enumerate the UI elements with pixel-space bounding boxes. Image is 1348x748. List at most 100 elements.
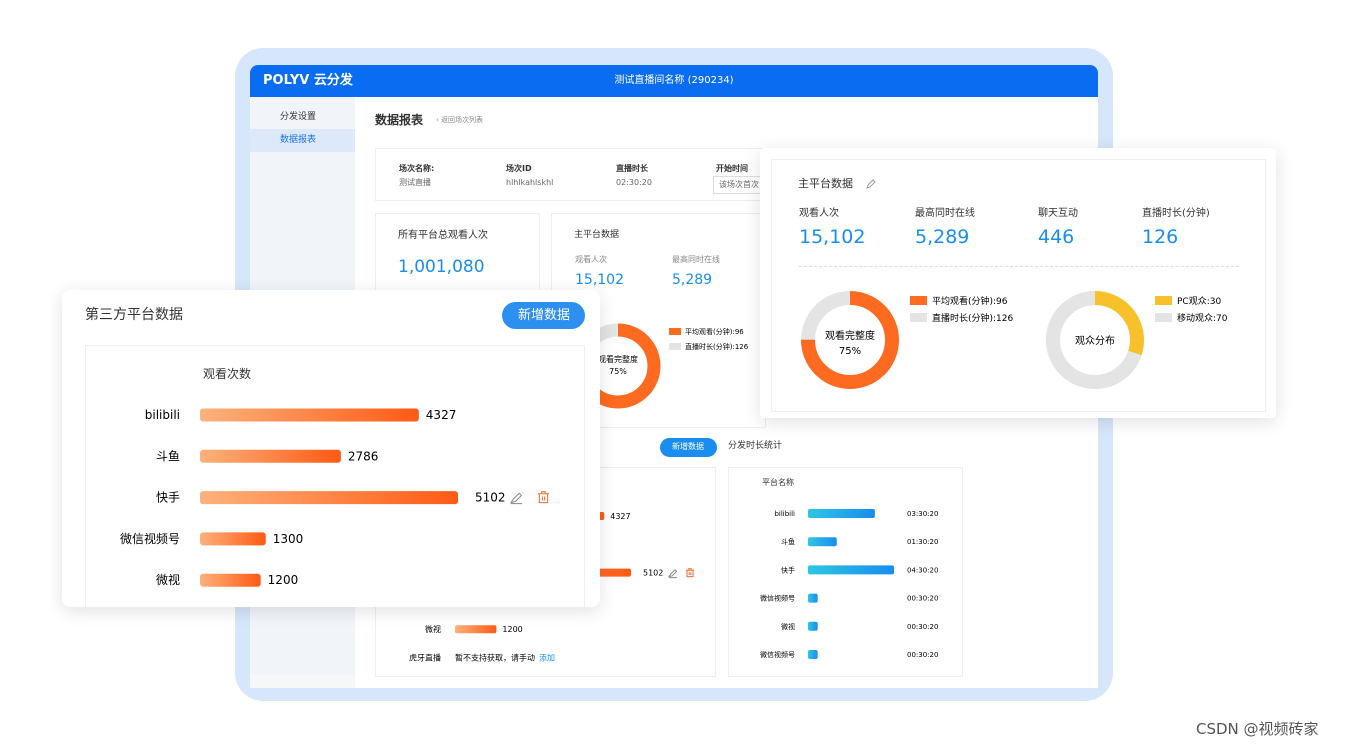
chart-panel [85, 345, 585, 607]
category-label: 微视 [425, 624, 441, 634]
logo: POLYV 云分发 [263, 73, 353, 88]
value-label: 1200 [268, 573, 299, 587]
session-info: 场次名称: 测试直播 场次ID hlhlkahlskhl 直播时长 02:30:20 开始时… [375, 148, 775, 201]
platform-name: 斗鱼 [781, 537, 795, 546]
bar [200, 491, 458, 505]
card-title: 第三方平台数据 [85, 307, 183, 323]
button-label: 新增数据 [672, 442, 704, 451]
donut-label: 观众分布 [1075, 335, 1115, 347]
category-label: 斗鱼 [156, 449, 180, 463]
stat-label: 直播时长(分钟) [1142, 208, 1210, 219]
delete-icon[interactable] [686, 568, 694, 578]
donut-label: 观看完整度 [825, 329, 875, 342]
tab[interactable]: 分发时长统计 [728, 441, 783, 451]
donut-value: 75% [609, 367, 627, 376]
bar [808, 621, 818, 631]
bar [200, 408, 419, 422]
third-party-card: 第三方平台数据 新增数据 观看次数 bilibili 4327 斗鱼 2786 快手 51… [62, 290, 600, 607]
watermark: CSDN @视频砖家 [1196, 720, 1319, 738]
legend-swatch [669, 328, 681, 335]
platform-name: 微视 [781, 622, 795, 631]
value-label: 4327 [426, 408, 457, 422]
legend-text: 直播时长(分钟):126 [685, 342, 749, 351]
field-value: 02:30:20 [616, 178, 652, 187]
legend-swatch [910, 296, 927, 305]
total-label: 所有平台总观看人次 [398, 230, 488, 241]
total-card: 所有平台总观看人次 1,001,080 [375, 213, 540, 295]
value-label: 1300 [273, 532, 304, 546]
donut-label: 观看完整度 [598, 354, 638, 364]
axis-label: 观看次数 [203, 367, 252, 381]
total-value: 1,001,080 [398, 257, 485, 277]
stat-label: 最高同时在线 [672, 255, 720, 264]
field-label: 直播时长 [616, 164, 648, 173]
sidebar-item[interactable]: 分发设置 [280, 112, 317, 122]
add-link[interactable]: 添加 [539, 653, 555, 663]
edit-icon[interactable] [865, 178, 877, 190]
value-label: 1200 [502, 625, 522, 634]
donut-segment [1046, 291, 1144, 389]
button-label: 新增数据 [517, 308, 571, 323]
value-label: 4327 [610, 512, 630, 521]
card-title: 主平台数据 [798, 177, 853, 190]
main-title: 主平台数据 [574, 230, 620, 240]
duration-value: 00:30:20 [907, 595, 938, 603]
category-label: 虎牙直播 [409, 653, 441, 663]
back-link[interactable]: ‹ 返回场次列表 [436, 116, 484, 124]
field-value: hlhlkahlskhl [506, 178, 554, 187]
stat-value: 446 [1038, 226, 1075, 248]
duration-header: 平台名称 [762, 478, 794, 487]
legend-text: 平均观看(分钟):96 [685, 327, 744, 336]
category-label: 快手 [156, 491, 180, 505]
add-button-bg[interactable]: 新增数据 [660, 438, 717, 457]
divider [799, 266, 1239, 267]
bar [455, 625, 497, 634]
sidebar-item[interactable]: 数据报表 [280, 135, 317, 145]
legend-text: 直播时长(分钟):126 [932, 312, 1014, 324]
bar [808, 509, 875, 518]
category-label: bilibili [145, 408, 180, 422]
delete-icon[interactable] [538, 491, 549, 504]
stat-label: 观看人次 [799, 208, 839, 219]
stat-value: 5,289 [672, 272, 713, 288]
donuts: 观看完整度 75% 平均观看(分钟):96 直播时长(分钟):126 观众分布 PC观众:… [801, 291, 1228, 389]
edit-icon[interactable] [509, 492, 523, 505]
duration-value: 00:30:20 [907, 623, 938, 631]
legend-swatch [910, 313, 927, 322]
legend-text: PC观众:30 [1177, 296, 1221, 307]
back-text: 返回场次列表 [441, 116, 484, 124]
sidebar-active [250, 129, 355, 152]
bar [200, 449, 341, 463]
bar [808, 650, 818, 659]
duration-value: 00:30:20 [907, 651, 938, 659]
value-label: 5102 [643, 569, 663, 578]
platform-name: 微信视频号 [760, 650, 795, 659]
stat-value: 15,102 [575, 272, 624, 288]
header-bar: POLYV 云分发 测试直播间名称 (290234) [250, 65, 1098, 97]
stat-value: 5,289 [915, 226, 970, 248]
legend-swatch [1155, 296, 1172, 305]
legend-swatch [1155, 313, 1172, 322]
bar [200, 573, 261, 587]
add-button[interactable]: 新增数据 [502, 302, 585, 329]
category-label: 微信视频号 [120, 531, 180, 546]
bar-chart: bilibili 4327 斗鱼 2786 快手 5102 微信视频号 1300 微视 1200 [120, 408, 549, 587]
field-label: 开始时间 [716, 164, 748, 173]
value-label: 5102 [475, 491, 506, 505]
donut-value: 75% [839, 346, 861, 357]
bar [200, 532, 266, 546]
category-label: 微视 [156, 572, 180, 587]
stat-value: 126 [1142, 226, 1179, 248]
main-platform-card: 主平台数据 观看完整度 75% 平均观看(分钟):96 直播时长(分钟):126 观众分… [760, 148, 1276, 418]
platform-name: 微信视频号 [760, 594, 795, 603]
inner-border [771, 159, 1266, 412]
bar [808, 537, 837, 547]
room-name: 测试直播间名称 (290234) [614, 75, 734, 86]
field-label: 场次ID [506, 164, 532, 173]
platform-name: 快手 [781, 565, 795, 574]
duration-value: 01:30:20 [907, 538, 938, 546]
donut-segment [801, 291, 899, 389]
edit-icon[interactable] [667, 569, 678, 579]
